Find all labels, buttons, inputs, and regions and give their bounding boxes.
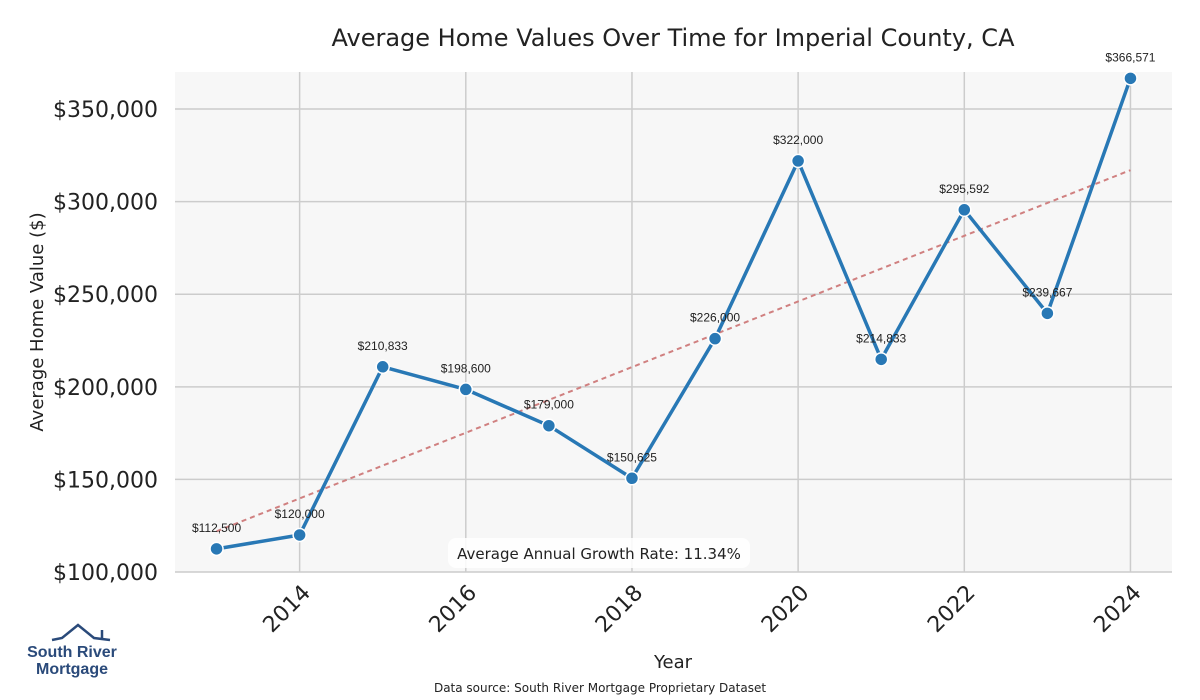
growth-rate-box (448, 538, 750, 568)
x-tick-label: 2018 (591, 581, 648, 638)
data-label: $198,600 (441, 361, 491, 375)
data-point (624, 471, 640, 486)
data-point (541, 418, 557, 433)
data-labels: $112,500 $120,000 $210,833 $198,600 $179,000… (192, 50, 1156, 535)
series-line (216, 77, 1133, 551)
data-label: $322,000 (773, 133, 823, 147)
logo-line-2: Mortgage (36, 661, 108, 678)
data-point (790, 153, 806, 169)
growth-rate-annotation: Average Annual Growth Rate: 11.34% (457, 545, 741, 563)
plot-area (175, 72, 1172, 572)
x-tick-label: 2016 (425, 581, 482, 638)
data-point (957, 202, 972, 218)
data-label: $214,833 (856, 331, 906, 345)
data-point (209, 541, 224, 557)
y-tick-label: $150,000 (53, 468, 158, 493)
data-label: $366,571 (1105, 50, 1155, 64)
y-tick-label: $100,000 (53, 561, 158, 586)
south-river-mortgage-logo: South River Mortgage (14, 620, 124, 680)
y-tick-label: $200,000 (53, 376, 158, 401)
data-label: $120,000 (275, 507, 325, 521)
data-label: $295,592 (939, 182, 989, 196)
data-point (707, 331, 723, 346)
data-points (209, 71, 1138, 557)
grid (175, 72, 1172, 573)
logo-line-1: South River (27, 644, 117, 661)
data-label: $112,500 (192, 521, 241, 535)
x-tick-label: 2014 (259, 581, 316, 638)
y-axis: $100,000 $150,000 $200,000 $250,000 $300,000… (53, 98, 158, 586)
data-label: $210,833 (358, 339, 408, 353)
x-axis-label: Year (653, 652, 693, 673)
y-tick-label: $350,000 (53, 98, 158, 123)
x-axis: 2014 2016 2018 2020 2022 2024 (259, 581, 1147, 638)
y-tick-label: $250,000 (53, 283, 158, 308)
y-tick-label: $300,000 (53, 191, 158, 216)
chart-title: Average Home Values Over Time for Imperi… (332, 24, 1016, 52)
data-point (1123, 71, 1138, 86)
data-label: $239,667 (1022, 285, 1072, 299)
data-source: Data source: South River Mortgage Propri… (434, 681, 766, 695)
data-label: $226,000 (690, 311, 740, 325)
house-roof-icon (51, 623, 111, 642)
data-point (292, 527, 307, 543)
data-label: $179,000 (524, 398, 574, 412)
data-label: $150,625 (607, 450, 657, 464)
data-point (458, 382, 474, 397)
data-point (1040, 306, 1055, 321)
x-tick-label: 2022 (923, 581, 980, 638)
y-axis-label: Average Home Value ($) (27, 212, 48, 431)
data-point (375, 359, 390, 375)
x-tick-label: 2024 (1089, 581, 1146, 638)
data-point (873, 352, 889, 367)
trend-line (216, 169, 1131, 533)
x-tick-label: 2020 (757, 581, 814, 638)
